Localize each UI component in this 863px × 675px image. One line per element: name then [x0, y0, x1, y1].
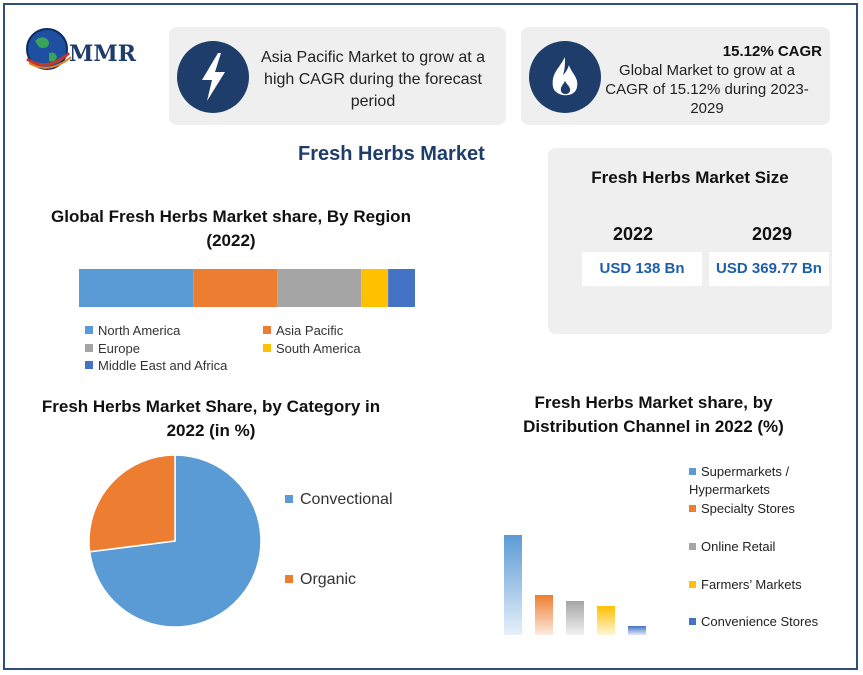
dist-bar-specialty-stores — [535, 595, 553, 635]
legend-label: Middle East and Africa — [98, 358, 228, 373]
legend-swatch — [689, 581, 696, 588]
dist-bar-convenience-stores — [628, 626, 646, 635]
logo-text: MMR — [69, 41, 136, 67]
size-value-2022: USD 138 Bn — [582, 252, 702, 286]
dist-bar-farmers-markets — [597, 606, 615, 635]
pie-legend-convectional: Convectional — [285, 491, 393, 509]
legend-swatch — [85, 326, 93, 334]
size-value-2029: USD 369.77 Bn — [709, 252, 829, 286]
region-chart-title: Global Fresh Herbs Market share, By Regi… — [51, 207, 411, 250]
legend-swatch — [85, 344, 93, 352]
legend-swatch — [689, 618, 696, 625]
page-title: Fresh Herbs Market — [298, 143, 485, 165]
legend-label: North America — [98, 323, 181, 338]
infographic-frame: MMR Asia Pacific Market to grow at a hig… — [3, 3, 858, 670]
legend-swatch — [689, 505, 696, 512]
market-size-panel: Fresh Herbs Market Size 2022 2029 USD 13… — [548, 148, 832, 334]
legend-label: Organic — [300, 571, 357, 588]
pie-legend-organic: Organic — [285, 571, 356, 589]
category-chart-title: Fresh Herbs Market Share, by Category in… — [41, 397, 381, 440]
flame-icon — [529, 41, 601, 113]
legend-swatch — [285, 575, 293, 583]
legend-label: Convectional — [300, 491, 393, 508]
legend-swatch — [285, 495, 293, 503]
region-stacked-bar — [79, 269, 415, 307]
legend-item-north-america: North America — [85, 323, 180, 338]
dist-legend-farmers-markets: Farmers’ Markets — [689, 576, 802, 594]
legend-label: Online Retail — [701, 539, 776, 554]
size-year-2022: 2022 — [612, 224, 654, 244]
legend-label: Farmers’ Markets — [701, 577, 802, 592]
dist-legend-online-retail: Online Retail — [689, 538, 775, 556]
dist-legend-convenience-stores: Convenience Stores — [689, 613, 818, 631]
info-card-text: Global Market to grow at a CAGR of 15.12… — [605, 62, 809, 117]
legend-swatch — [85, 361, 93, 369]
distribution-chart-title: Fresh Herbs Market share, by Distributio… — [523, 393, 784, 436]
region-bar-segment-middle-east-and-africa — [388, 269, 415, 307]
globe-icon — [26, 28, 72, 70]
region-bar-segment-south-america — [361, 269, 389, 307]
info-card-asia-pacific: Asia Pacific Market to grow at a high CA… — [169, 27, 506, 125]
market-size-title: Fresh Herbs Market Size — [591, 168, 789, 187]
legend-item-europe: Europe — [85, 341, 140, 356]
category-pie-chart — [88, 454, 262, 628]
legend-label: Supermarkets / Hypermarkets — [689, 464, 790, 497]
cagr-heading: 15.12% CAGR — [722, 43, 822, 60]
region-bar-segment-asia-pacific — [193, 269, 278, 307]
legend-label: South America — [276, 341, 361, 356]
legend-swatch — [263, 344, 271, 352]
pie-slice-organic — [88, 454, 176, 553]
size-year-2029: 2029 — [751, 224, 793, 244]
legend-item-middle-east-and-africa: Middle East and Africa — [85, 358, 227, 373]
info-card-text: Asia Pacific Market to grow at a high CA… — [260, 49, 486, 110]
region-bar-segment-north-america — [79, 269, 194, 307]
dist-bar-supermarkets-hypermarkets — [504, 535, 522, 635]
legend-label: Asia Pacific — [276, 323, 344, 338]
info-card-cagr: 15.12% CAGR Global Market to grow at a C… — [521, 27, 830, 125]
legend-label: Convenience Stores — [701, 614, 819, 629]
legend-swatch — [689, 468, 696, 475]
distribution-bar-chart — [504, 535, 646, 635]
legend-item-south-america: South America — [263, 341, 361, 356]
region-bar-segment-europe — [277, 269, 362, 307]
mmr-logo: MMR — [25, 23, 145, 77]
legend-swatch — [263, 326, 271, 334]
legend-label: Specialty Stores — [701, 501, 795, 516]
dist-bar-online-retail — [566, 601, 584, 635]
dist-legend-specialty-stores: Specialty Stores — [689, 500, 795, 518]
dist-legend-supermarkets-hypermarkets: Supermarkets / Hypermarkets — [689, 463, 801, 499]
legend-swatch — [689, 543, 696, 550]
legend-label: Europe — [98, 341, 140, 356]
lightning-icon — [177, 41, 249, 113]
legend-item-asia-pacific: Asia Pacific — [263, 323, 343, 338]
